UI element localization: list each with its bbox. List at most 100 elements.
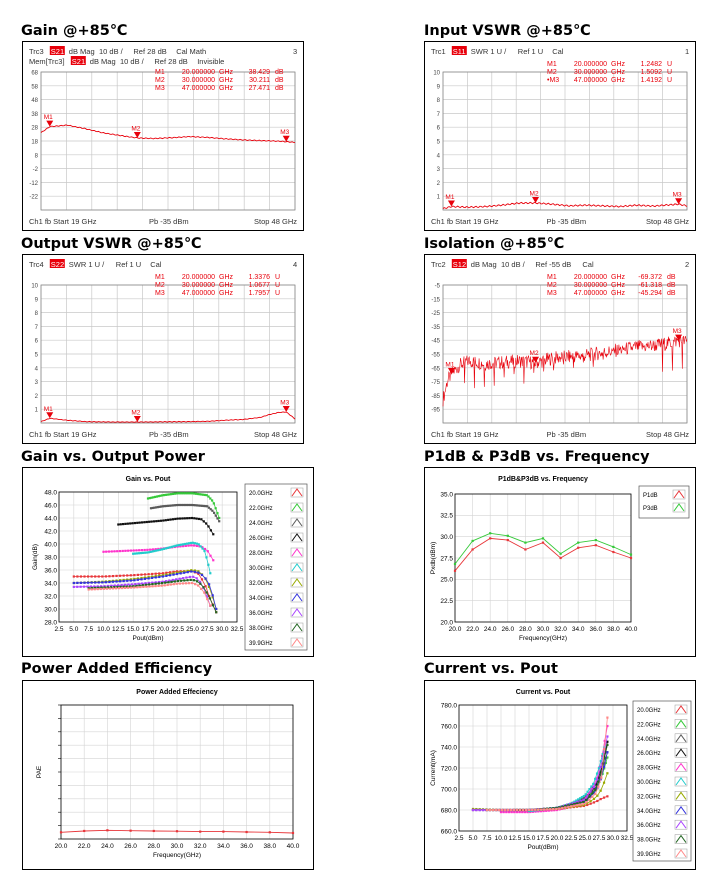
data-point xyxy=(90,581,93,584)
data-point xyxy=(506,534,509,537)
y-tick-label: 740.0 xyxy=(441,744,458,751)
data-point xyxy=(86,585,89,588)
legend-swatch xyxy=(675,733,687,743)
x-tick-label: 25.0 xyxy=(579,835,592,842)
data-point xyxy=(164,581,167,584)
data-point xyxy=(164,519,167,522)
marker-M3 xyxy=(675,334,683,341)
data-point xyxy=(168,493,171,496)
data-point xyxy=(119,580,122,583)
data-point xyxy=(113,584,116,587)
data-point xyxy=(165,571,168,574)
marker-table-vunit: dB xyxy=(667,282,676,289)
plot-frame xyxy=(442,284,688,424)
data-point xyxy=(127,549,130,552)
legend-swatch-box xyxy=(290,622,304,633)
isolation-chart: Trc2 S12 dB Mag 10 dB / Ref -55 dB Cal 2 -5 -15 -… xyxy=(431,259,689,439)
data-point xyxy=(161,572,164,575)
data-point xyxy=(188,575,191,579)
data-point xyxy=(154,495,157,499)
data-point xyxy=(582,800,585,804)
data-point xyxy=(601,752,604,756)
data-point xyxy=(214,507,217,510)
legend-label: 36.0GHz xyxy=(637,823,661,829)
data-point xyxy=(152,829,155,833)
legend-swatch xyxy=(291,533,303,542)
marker-table-value: -61.318 xyxy=(638,282,662,289)
data-point xyxy=(201,546,204,549)
trace-info: Cal xyxy=(150,260,162,269)
data-point xyxy=(596,778,599,781)
y-tick-label: -22 xyxy=(29,195,38,201)
data-point xyxy=(136,578,140,581)
marker-M2 xyxy=(133,416,141,423)
data-point xyxy=(172,570,175,573)
data-point xyxy=(189,492,192,495)
data-point xyxy=(218,520,221,523)
x-axis-label: Pout(dBm) xyxy=(527,844,558,851)
x-tick-label: 28.0 xyxy=(147,843,160,850)
data-point xyxy=(156,506,159,509)
data-point xyxy=(175,578,178,581)
pae-heading: Power Added Efficiency xyxy=(21,661,213,677)
data-point xyxy=(164,493,167,496)
trace-info: SWR 1 U / xyxy=(69,260,105,269)
data-point xyxy=(580,796,584,799)
data-point xyxy=(124,586,127,590)
data-point xyxy=(169,583,172,586)
data-point xyxy=(126,574,129,577)
footer-power: Pb -35 dBm xyxy=(547,430,587,439)
data-point xyxy=(102,550,105,553)
x-tick-label: 17.5 xyxy=(537,835,550,842)
data-point xyxy=(585,799,588,802)
data-point xyxy=(204,505,207,508)
trace-info: Ref -55 dB xyxy=(535,260,571,269)
data-point xyxy=(192,544,196,547)
data-point xyxy=(168,571,172,574)
data-point xyxy=(198,580,202,584)
data-point xyxy=(200,493,203,496)
data-point xyxy=(104,575,107,578)
legend-label: 28.0GHz xyxy=(637,766,661,772)
data-point xyxy=(155,549,158,552)
data-point xyxy=(555,807,558,811)
marker-label: M2 xyxy=(530,350,539,357)
data-point xyxy=(177,492,180,495)
legend-swatch xyxy=(291,503,303,512)
legend-swatch xyxy=(675,834,687,843)
data-point xyxy=(197,543,200,546)
legend-swatch xyxy=(291,608,303,617)
data-point xyxy=(143,551,146,554)
marker-table-id: M3 xyxy=(547,290,557,297)
y-tick-label: 18 xyxy=(31,140,38,146)
data-point xyxy=(164,547,168,550)
data-point xyxy=(198,545,201,548)
data-point xyxy=(588,788,591,791)
data-point xyxy=(592,788,595,791)
data-point xyxy=(594,783,597,786)
data-point xyxy=(212,533,215,536)
data-point xyxy=(561,806,564,810)
marker-table-vunit: U xyxy=(667,77,672,84)
y-tick-label: -55 xyxy=(431,353,440,359)
data-point xyxy=(182,492,185,495)
data-point xyxy=(164,580,168,583)
legend-swatch xyxy=(291,488,303,497)
data-point xyxy=(111,574,115,578)
y-tick-label: -25 xyxy=(431,311,440,317)
data-point xyxy=(133,574,136,577)
data-point xyxy=(158,505,161,508)
data-point xyxy=(170,545,173,548)
data-point xyxy=(540,808,543,811)
data-point xyxy=(121,522,125,526)
data-point xyxy=(572,801,575,804)
data-point xyxy=(453,562,457,566)
data-point xyxy=(76,575,79,578)
y-tick-label: 700.0 xyxy=(441,786,458,793)
data-point xyxy=(196,492,199,496)
data-point xyxy=(175,492,178,495)
y-tick-label: 34.0 xyxy=(44,580,57,587)
data-point xyxy=(596,784,599,787)
data-point xyxy=(117,587,121,590)
marker-table-freq: 20.000000 xyxy=(574,274,607,281)
